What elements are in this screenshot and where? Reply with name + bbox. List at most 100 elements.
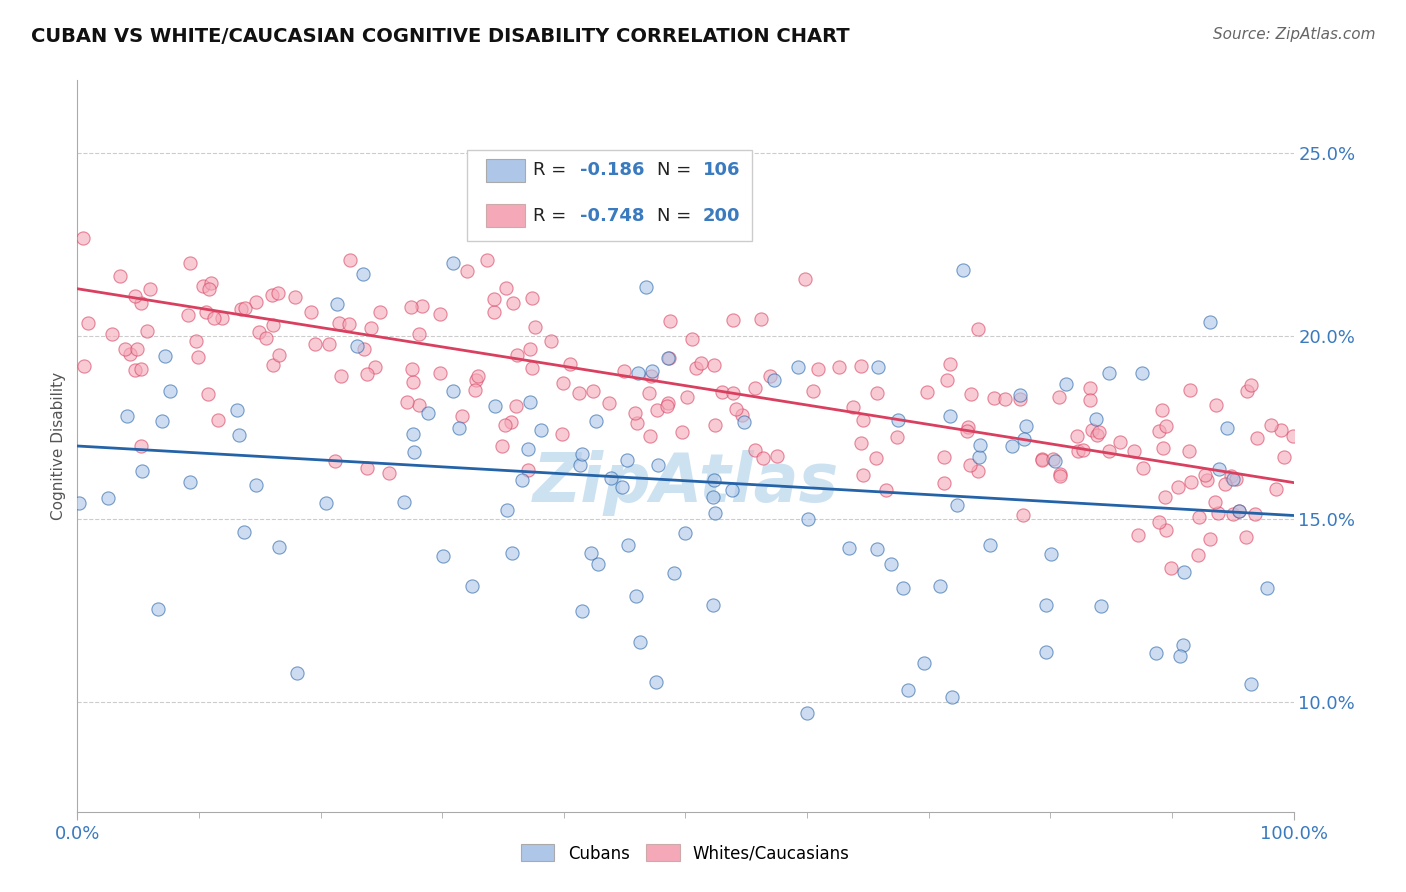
Point xyxy=(1167,480,1189,494)
Point xyxy=(1049,467,1071,481)
Point xyxy=(432,549,454,563)
Point xyxy=(1180,383,1202,397)
Point xyxy=(522,360,544,375)
Point xyxy=(118,346,141,360)
Point xyxy=(1264,483,1286,497)
Point xyxy=(838,541,860,556)
Point xyxy=(323,454,346,468)
Point xyxy=(1198,315,1220,329)
Text: ZipAtlas: ZipAtlas xyxy=(533,450,838,516)
Point xyxy=(1208,462,1230,476)
Point xyxy=(744,443,766,458)
Point xyxy=(228,428,250,442)
Point xyxy=(787,360,810,375)
Point xyxy=(1256,581,1278,595)
Point xyxy=(897,683,920,698)
Point xyxy=(1147,424,1170,438)
Point xyxy=(796,706,818,720)
Point xyxy=(647,458,669,472)
Point xyxy=(1272,450,1295,465)
Point xyxy=(1035,645,1057,659)
Point xyxy=(346,339,368,353)
Point xyxy=(408,327,430,342)
Point xyxy=(645,675,668,690)
Point xyxy=(1187,548,1209,562)
Point xyxy=(1042,452,1064,467)
Point xyxy=(179,475,201,490)
Text: R =: R = xyxy=(533,207,572,225)
Point xyxy=(262,318,284,332)
Point xyxy=(482,292,505,306)
Point xyxy=(952,263,974,277)
Point xyxy=(967,450,990,464)
Point xyxy=(225,403,247,417)
Point xyxy=(1071,442,1094,457)
Point xyxy=(522,291,544,305)
Point xyxy=(1078,381,1101,395)
Point xyxy=(392,495,415,509)
Point xyxy=(1281,429,1303,443)
Point xyxy=(495,503,517,517)
Point xyxy=(510,473,533,487)
Point xyxy=(1205,398,1227,412)
Point xyxy=(585,414,607,428)
Point xyxy=(657,396,679,410)
Point xyxy=(299,305,322,319)
Point xyxy=(673,525,696,540)
Point xyxy=(245,477,267,491)
Point xyxy=(1090,599,1112,614)
Point xyxy=(967,464,990,478)
Point xyxy=(285,665,308,680)
Point xyxy=(733,415,755,429)
Point xyxy=(560,357,582,371)
Point xyxy=(465,373,488,387)
Point xyxy=(1098,444,1121,458)
Point xyxy=(207,413,229,427)
Point xyxy=(1240,677,1263,691)
Point xyxy=(946,498,969,512)
Point xyxy=(586,558,609,572)
Point xyxy=(197,387,219,401)
Point xyxy=(1206,506,1229,520)
Point xyxy=(477,252,499,267)
Point xyxy=(396,395,419,409)
Point xyxy=(1195,473,1218,487)
Point xyxy=(1222,472,1244,486)
Point xyxy=(935,373,957,387)
Point xyxy=(1109,435,1132,450)
Point xyxy=(571,447,593,461)
Text: -0.748: -0.748 xyxy=(579,207,644,225)
Point xyxy=(1008,388,1031,402)
Text: Source: ZipAtlas.com: Source: ZipAtlas.com xyxy=(1212,27,1375,42)
Point xyxy=(1222,507,1244,521)
Point xyxy=(704,506,727,520)
Point xyxy=(467,368,489,383)
Point xyxy=(1066,429,1088,443)
Point xyxy=(517,463,540,477)
Point xyxy=(912,656,935,670)
Point xyxy=(267,540,290,554)
Point xyxy=(675,226,697,240)
Point xyxy=(1244,507,1267,521)
Point xyxy=(231,302,253,317)
Point xyxy=(721,483,744,497)
Point xyxy=(702,490,724,504)
Point xyxy=(484,399,506,413)
Point xyxy=(865,450,887,465)
Point xyxy=(599,471,621,485)
Point xyxy=(1198,532,1220,546)
Point xyxy=(704,418,727,433)
Point xyxy=(193,278,215,293)
Point xyxy=(1132,461,1154,475)
Point xyxy=(553,376,575,390)
Point xyxy=(352,267,374,281)
Point xyxy=(721,313,744,327)
Point xyxy=(318,337,340,351)
Point xyxy=(408,398,430,412)
Point xyxy=(441,256,464,270)
Point xyxy=(868,359,890,374)
Point xyxy=(887,413,910,427)
Point xyxy=(749,311,772,326)
Point xyxy=(402,375,425,389)
Point xyxy=(67,495,90,509)
